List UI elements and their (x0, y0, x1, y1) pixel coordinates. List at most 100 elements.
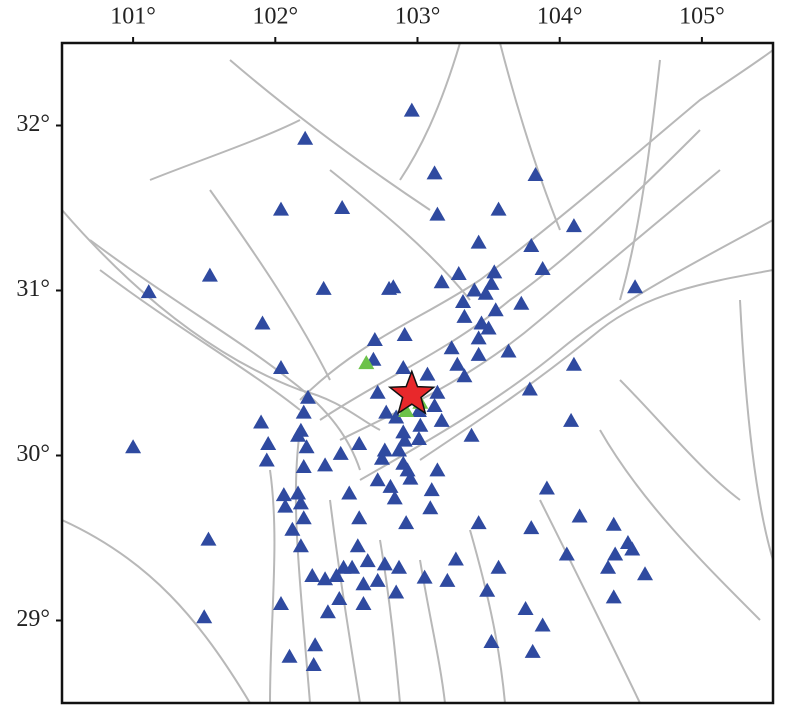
station-triangle (523, 237, 540, 252)
station-triangle (388, 584, 405, 599)
station-triangle (607, 546, 624, 561)
epicenter-star (387, 369, 436, 415)
station-triangle (355, 596, 372, 610)
station-triangle (470, 515, 487, 530)
station-triangle (292, 495, 309, 510)
station-triangle (376, 442, 393, 457)
station-triangle (571, 508, 588, 523)
station-triangle (513, 295, 530, 310)
station-triangle (477, 285, 494, 300)
station-triangle (456, 368, 473, 383)
station-triangle (366, 332, 383, 346)
station-triangle (479, 582, 496, 597)
station-triangle (517, 600, 534, 615)
station-triangle (456, 308, 473, 323)
x-tick-label: 103° (395, 4, 441, 30)
station-triangle (447, 551, 464, 566)
map-frame (60, 41, 775, 705)
station-triangle (605, 589, 622, 604)
station-triangle (565, 356, 582, 371)
station-triangle (386, 490, 403, 505)
station-triangle (351, 435, 368, 450)
station-triangle (284, 521, 301, 536)
station-triangle (443, 340, 460, 355)
station-triangle (315, 280, 332, 295)
station-triangle (422, 500, 439, 515)
station-triangle (201, 267, 218, 282)
station-triangle (331, 591, 348, 606)
station-triangle (605, 516, 622, 531)
station-triangle (558, 546, 575, 561)
station-triangle (304, 567, 321, 582)
station-triangle (369, 472, 386, 487)
y-tick-label: 29° (16, 606, 50, 632)
station-triangle (140, 284, 157, 299)
station-triangle (290, 485, 307, 500)
station-triangle (300, 389, 317, 404)
station-triangle (254, 315, 271, 330)
station-triangle (396, 327, 413, 342)
station-triangle (463, 427, 480, 442)
station-triangle (200, 531, 217, 546)
station-triangle (395, 424, 412, 439)
station-triangle (341, 485, 358, 500)
station-triangle (600, 559, 617, 574)
station-triangle (410, 402, 427, 417)
station-triangle (196, 609, 213, 624)
station-triangle (398, 402, 415, 417)
station-triangle (125, 439, 142, 454)
station-triangle (378, 404, 395, 419)
station-triangle (419, 366, 436, 381)
station-triangle (486, 264, 503, 279)
station-triangle (521, 381, 538, 396)
station-triangle (423, 482, 440, 497)
station-triangle (470, 346, 487, 361)
station-triangle (402, 470, 419, 485)
station-triangle (385, 279, 402, 294)
station-triangle (292, 538, 309, 553)
fault-lines (62, 43, 773, 703)
y-tick-label: 32° (16, 111, 50, 137)
station-triangle (563, 412, 580, 427)
station-triangle (523, 520, 540, 535)
station-triangle (253, 414, 270, 429)
station-triangle (382, 478, 399, 493)
station-triangle (334, 200, 351, 214)
station-triangle (500, 343, 517, 358)
station-triangle (297, 130, 314, 145)
station-triangle (480, 320, 497, 335)
station-triangle (349, 538, 366, 553)
station-triangle (398, 515, 415, 530)
station-triangle (355, 576, 372, 591)
station-triangle (295, 510, 312, 525)
station-triangle (449, 356, 466, 371)
station-triangle (429, 206, 446, 221)
station-triangle (466, 282, 483, 297)
station-triangle (359, 553, 376, 568)
station-triangle (258, 452, 275, 467)
station-triangle (429, 462, 446, 477)
station-triangle (272, 201, 289, 216)
station-triangle (483, 275, 500, 290)
station-triangle (351, 510, 368, 525)
station-triangle (410, 431, 427, 445)
y-tick-label: 30° (16, 441, 50, 467)
station-triangle (376, 556, 393, 571)
station-triangle (328, 567, 345, 582)
station-triangle (403, 102, 420, 117)
station-triangle (524, 643, 541, 658)
station-triangle (344, 559, 361, 574)
station-triangle (565, 218, 582, 233)
station-triangle (290, 427, 307, 442)
station-triangle (295, 404, 312, 419)
station-triangle (487, 302, 504, 317)
station-triangle (305, 657, 322, 672)
station-triangle (439, 572, 456, 587)
x-tick-label: 105° (679, 4, 725, 30)
station-triangle (490, 201, 507, 216)
station-triangle (450, 266, 467, 280)
station-triangle (388, 409, 405, 424)
station-triangle (272, 360, 289, 375)
station-triangle (534, 617, 551, 632)
